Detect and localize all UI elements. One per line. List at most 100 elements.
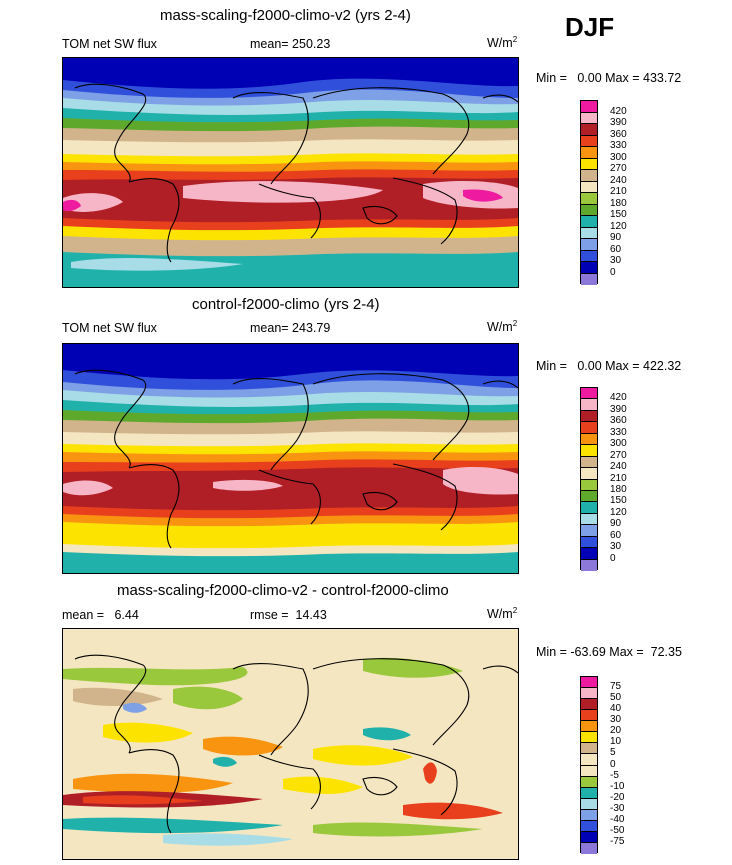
colorbar-swatch bbox=[581, 399, 597, 411]
colorbar-swatch bbox=[581, 721, 597, 733]
panel3-map bbox=[62, 628, 519, 860]
colorbar-tick-label: 180 bbox=[610, 197, 627, 209]
colorbar-tick-label: 30 bbox=[610, 255, 622, 266]
colorbar-tick-label: 330 bbox=[610, 426, 627, 438]
colorbar-tick-label: 420 bbox=[610, 105, 627, 117]
colorbar-tick-label: 30 bbox=[610, 541, 622, 553]
colorbar-tick-label: -40 bbox=[610, 813, 625, 825]
panel2-map bbox=[62, 343, 519, 574]
colorbar-tick-label: 240 bbox=[610, 174, 627, 186]
colorbar-tick-label: 240 bbox=[610, 461, 627, 473]
colorbar-swatch bbox=[581, 468, 597, 480]
colorbar-swatch bbox=[581, 809, 597, 821]
colorbar-swatch bbox=[581, 820, 597, 832]
colorbar-tick-label: 390 bbox=[610, 117, 627, 128]
colorbar-swatch bbox=[581, 262, 597, 274]
colorbar-tick-label: -50 bbox=[610, 824, 625, 836]
colorbar-tick-label: 60 bbox=[610, 243, 622, 255]
colorbar-swatch bbox=[581, 787, 597, 799]
colorbar-swatch bbox=[581, 170, 597, 182]
colorbar-tick-label: 30 bbox=[610, 714, 622, 726]
colorbar-tick-label: -20 bbox=[610, 791, 625, 803]
colorbar-swatch bbox=[581, 525, 597, 537]
panel2-title: control-f2000-climo (yrs 2-4) bbox=[192, 296, 380, 313]
colorbar-swatch bbox=[581, 193, 597, 205]
panel2-units: W/m2 bbox=[487, 319, 518, 335]
colorbar-tick-label: -75 bbox=[610, 835, 625, 847]
colorbar-swatch bbox=[581, 490, 597, 503]
colorbar-swatch bbox=[581, 513, 597, 526]
panel3-rmse-label: rmse = 14.43 bbox=[250, 608, 327, 622]
colorbar-tick-label: -5 bbox=[610, 769, 619, 781]
panel2-variable-label: TOM net SW flux bbox=[62, 321, 157, 335]
colorbar-tick-label: 180 bbox=[610, 483, 627, 495]
colorbar-tick-label: 50 bbox=[610, 692, 622, 704]
colorbar-swatch bbox=[581, 410, 597, 423]
colorbar-swatch bbox=[581, 273, 597, 285]
colorbar-swatch bbox=[581, 445, 597, 457]
colorbar-swatch bbox=[581, 422, 597, 434]
panel3-title: mass-scaling-f2000-climo-v2 - control-f2… bbox=[117, 582, 449, 599]
colorbar-tick-label: 90 bbox=[610, 232, 622, 243]
panel2-colorbar bbox=[580, 387, 598, 571]
colorbar-swatch bbox=[581, 135, 597, 147]
colorbar-swatch bbox=[581, 101, 597, 113]
colorbar-swatch bbox=[581, 710, 597, 722]
colorbar-tick-label: 390 bbox=[610, 403, 627, 415]
panel1-map bbox=[62, 57, 519, 288]
colorbar-swatch bbox=[581, 732, 597, 744]
colorbar-swatch bbox=[581, 502, 597, 514]
colorbar-tick-label: 270 bbox=[610, 449, 627, 461]
colorbar-swatch bbox=[581, 250, 597, 262]
colorbar-swatch bbox=[581, 677, 597, 689]
panel1-colorbar bbox=[580, 100, 598, 285]
colorbar-swatch bbox=[581, 831, 597, 843]
panel2-mean-label: mean= 243.79 bbox=[250, 321, 331, 335]
panel1-variable-label: TOM net SW flux bbox=[62, 37, 157, 51]
colorbar-tick-label: 300 bbox=[610, 151, 627, 163]
colorbar-tick-label: 0 bbox=[610, 552, 616, 564]
panel1-minmax: Min = 0.00 Max = 433.72 bbox=[536, 71, 682, 85]
panel1-units: W/m2 bbox=[487, 35, 518, 51]
panel3-mean-label: mean = 6.44 bbox=[62, 608, 139, 622]
colorbar-tick-label: -10 bbox=[610, 780, 625, 792]
colorbar-tick-label: 300 bbox=[610, 438, 627, 450]
colorbar-tick-label: 75 bbox=[610, 681, 622, 693]
colorbar-swatch bbox=[581, 743, 597, 755]
season-label: DJF bbox=[565, 12, 615, 42]
panel3-units: W/m2 bbox=[487, 606, 518, 622]
colorbar-swatch bbox=[581, 112, 597, 124]
colorbar-swatch bbox=[581, 536, 597, 549]
colorbar-tick-label: 360 bbox=[610, 415, 627, 427]
colorbar-tick-label: 5 bbox=[610, 747, 616, 759]
colorbar-swatch bbox=[581, 124, 597, 136]
colorbar-swatch bbox=[581, 388, 597, 400]
colorbar-swatch bbox=[581, 699, 597, 711]
colorbar-swatch bbox=[581, 181, 597, 193]
colorbar-tick-label: 330 bbox=[610, 140, 627, 151]
colorbar-swatch bbox=[581, 688, 597, 700]
colorbar-swatch bbox=[581, 776, 597, 788]
colorbar-swatch bbox=[581, 158, 597, 170]
colorbar-tick-label: 150 bbox=[610, 209, 627, 220]
colorbar-swatch bbox=[581, 227, 597, 239]
colorbar-swatch bbox=[581, 204, 597, 216]
colorbar-swatch bbox=[581, 842, 597, 854]
colorbar-swatch bbox=[581, 798, 597, 810]
colorbar-tick-label: -30 bbox=[610, 802, 625, 814]
colorbar-tick-label: 360 bbox=[610, 128, 627, 140]
panel1-field bbox=[63, 58, 518, 287]
colorbar-tick-label: 0 bbox=[610, 266, 616, 278]
colorbar-tick-label: 420 bbox=[610, 392, 627, 404]
panel3-colorbar bbox=[580, 676, 598, 854]
colorbar-tick-label: 270 bbox=[610, 163, 627, 174]
colorbar-swatch bbox=[581, 559, 597, 571]
colorbar-swatch bbox=[581, 433, 597, 446]
colorbar-tick-label: 120 bbox=[610, 220, 627, 232]
colorbar-swatch bbox=[581, 765, 597, 777]
colorbar-tick-label: 0 bbox=[610, 758, 616, 770]
colorbar-tick-label: 10 bbox=[610, 736, 622, 748]
colorbar-tick-label: 210 bbox=[610, 186, 627, 197]
colorbar-swatch bbox=[581, 239, 597, 251]
colorbar-swatch bbox=[581, 456, 597, 469]
